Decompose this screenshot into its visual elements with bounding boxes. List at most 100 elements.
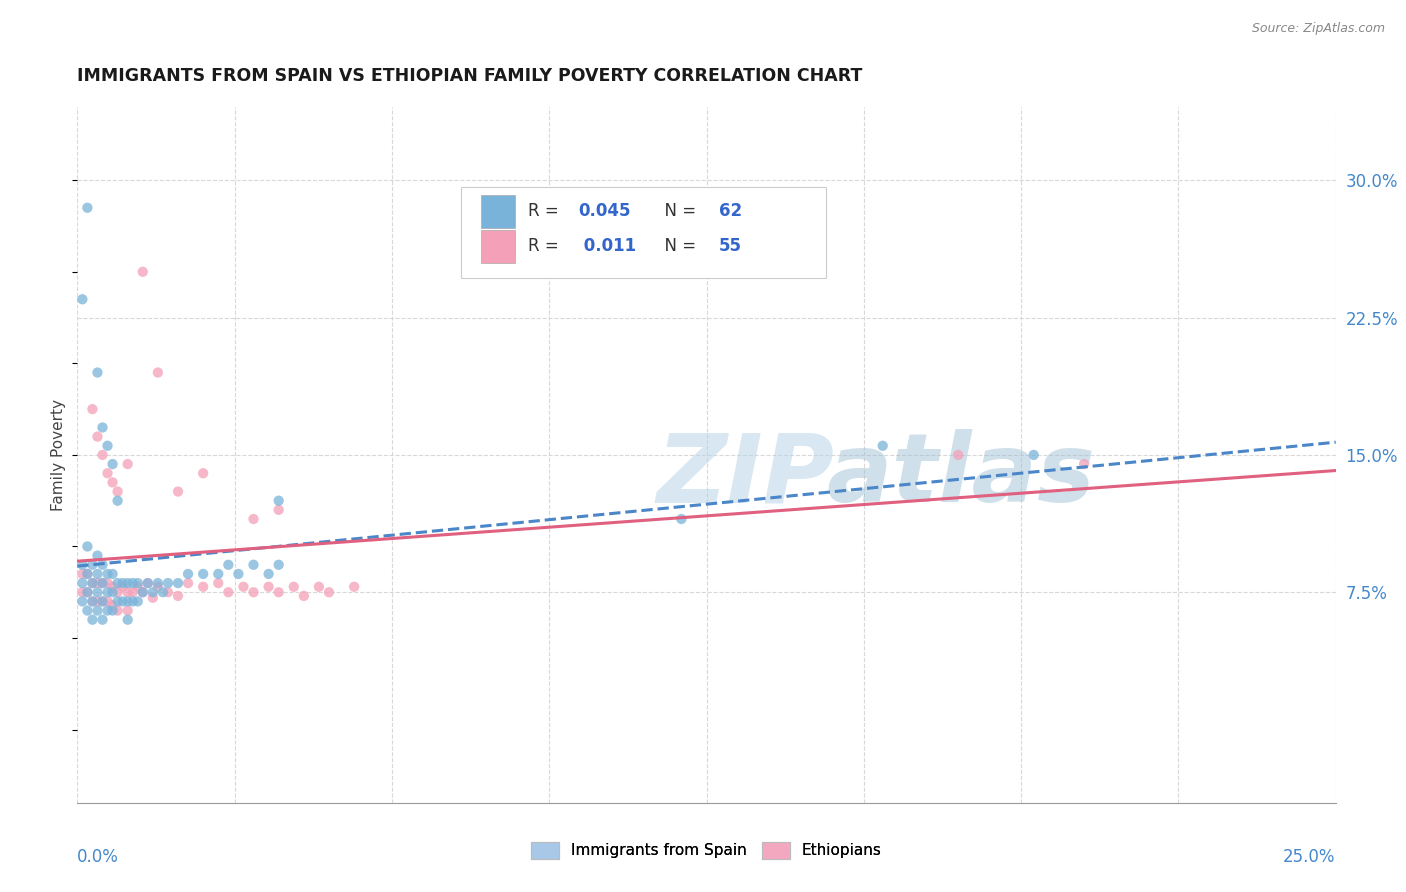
Point (127, 576, 149, 591)
Point (177, 566, 200, 581)
Point (228, 566, 250, 581)
FancyBboxPatch shape (481, 195, 515, 227)
Point (146, 366, 169, 380)
Point (76, 201, 98, 215)
Point (318, 585, 340, 599)
Point (191, 467, 215, 481)
Point (156, 585, 179, 599)
Point (82, 576, 104, 591)
Point (117, 585, 139, 599)
Point (91, 448, 114, 462)
Point (107, 576, 129, 591)
Point (191, 566, 215, 581)
Text: 55: 55 (718, 237, 742, 255)
FancyBboxPatch shape (461, 187, 827, 277)
Point (177, 576, 200, 591)
Point (72, 594, 94, 608)
Point (86, 594, 108, 608)
Text: 0.011: 0.011 (578, 237, 637, 255)
Point (91, 613, 114, 627)
Text: N =: N = (654, 202, 702, 220)
Point (72, 566, 94, 581)
Point (86, 576, 108, 591)
Point (72, 558, 94, 572)
Text: R =: R = (527, 237, 564, 255)
Point (101, 585, 124, 599)
Point (91, 558, 114, 572)
Legend: Immigrants from Spain, Ethiopians: Immigrants from Spain, Ethiopians (526, 836, 887, 864)
Point (82, 576, 104, 591)
Point (91, 576, 114, 591)
Point (1022, 448, 1045, 462)
Point (142, 585, 165, 599)
Point (96, 439, 118, 453)
Point (96, 467, 118, 481)
Point (343, 580, 366, 594)
Point (96, 603, 118, 617)
FancyBboxPatch shape (481, 230, 515, 262)
Point (207, 576, 229, 591)
Point (167, 589, 190, 603)
Point (308, 580, 330, 594)
Point (101, 566, 124, 581)
Point (96, 576, 118, 591)
Point (96, 585, 118, 599)
Point (136, 576, 159, 591)
Point (283, 580, 305, 594)
Point (107, 603, 129, 617)
Point (132, 265, 155, 279)
Point (117, 576, 139, 591)
Point (121, 594, 143, 608)
Point (91, 594, 114, 608)
Point (91, 594, 114, 608)
Point (232, 580, 254, 594)
Point (86, 366, 108, 380)
Text: atlas: atlas (827, 429, 1095, 523)
Point (132, 585, 155, 599)
Point (86, 566, 108, 581)
Point (156, 576, 179, 591)
Point (117, 613, 139, 627)
Point (127, 580, 149, 594)
Point (257, 580, 280, 594)
Point (111, 576, 134, 591)
Point (167, 576, 190, 591)
Point (267, 558, 290, 572)
Point (107, 594, 129, 608)
Point (111, 580, 134, 594)
Point (82, 594, 104, 608)
Point (86, 603, 108, 617)
Point (76, 603, 98, 617)
Point (101, 457, 124, 471)
Point (72, 585, 94, 599)
Point (217, 558, 239, 572)
Point (101, 598, 124, 612)
Point (82, 402, 104, 417)
Point (86, 549, 108, 563)
Point (242, 558, 264, 572)
Point (292, 589, 315, 603)
Point (107, 484, 129, 499)
Point (127, 594, 149, 608)
Point (146, 576, 169, 591)
Point (242, 585, 264, 599)
Point (257, 566, 280, 581)
Point (96, 594, 118, 608)
Point (267, 585, 290, 599)
Point (121, 576, 143, 591)
Point (101, 475, 124, 490)
Point (101, 580, 124, 594)
Point (207, 566, 229, 581)
Point (267, 503, 290, 517)
Point (191, 580, 215, 594)
Point (136, 576, 159, 591)
Y-axis label: Family Poverty: Family Poverty (51, 399, 66, 511)
Point (121, 585, 143, 599)
Point (1073, 457, 1095, 471)
Point (242, 512, 264, 526)
Point (167, 484, 190, 499)
Point (948, 448, 970, 462)
Text: ZIP: ZIP (657, 429, 834, 523)
Point (132, 585, 155, 599)
Point (76, 585, 98, 599)
